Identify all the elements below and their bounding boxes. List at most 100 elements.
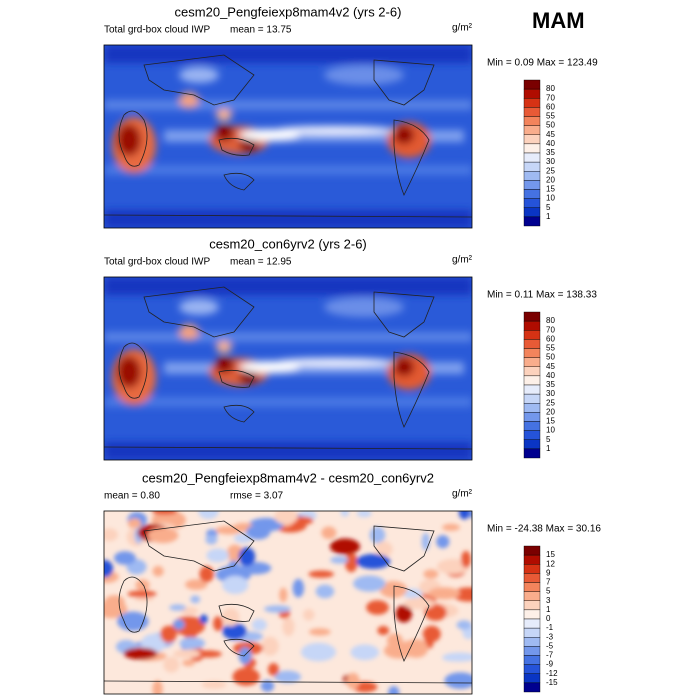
field (104, 45, 472, 228)
blob (428, 587, 461, 600)
colorbar-box (523, 171, 541, 181)
stat-mean: mean = 12.95 (230, 257, 292, 268)
colorbar-box (523, 627, 541, 638)
coastline (218, 137, 255, 156)
blob (260, 679, 275, 692)
blob (267, 662, 279, 676)
blob (279, 587, 288, 603)
min-max: Min = 0.09 Max = 123.49 (487, 58, 598, 69)
blob (135, 579, 150, 591)
blob (239, 138, 259, 152)
colorbar-label: 30 (546, 389, 555, 398)
colorbar-label: 70 (546, 93, 555, 102)
blob (179, 299, 219, 315)
colorbar-box (523, 682, 541, 693)
blob (356, 511, 372, 518)
coastline (118, 342, 148, 399)
colorbar-label: 35 (546, 148, 555, 157)
coastline (218, 603, 255, 622)
colorbar-box (523, 412, 541, 422)
blob (424, 604, 447, 621)
colorbar-label: 20 (546, 407, 555, 416)
colorbar-box (523, 655, 541, 665)
colorbar-label: 70 (546, 325, 555, 334)
colorbar-label: -12 (546, 669, 558, 678)
colorbar-box (523, 198, 541, 208)
colorbar-box (523, 375, 541, 386)
coastline (373, 525, 435, 572)
blob (350, 644, 380, 661)
field (104, 511, 472, 694)
blob (199, 566, 214, 583)
blob (179, 637, 206, 649)
blob (104, 595, 125, 609)
blob (104, 559, 114, 578)
colorbar-label: 1 (546, 605, 551, 614)
min-max: Min = 0.11 Max = 138.33 (487, 290, 597, 301)
colorbar-label: 15 (546, 185, 555, 194)
coastline (143, 520, 255, 572)
colorbar-box (523, 448, 541, 459)
colorbar-box (523, 320, 541, 331)
blob (436, 558, 470, 575)
colorbar-box (523, 403, 541, 413)
colorbar-label: 10 (546, 426, 555, 435)
blob (246, 524, 271, 540)
band (104, 332, 472, 342)
blob (182, 659, 195, 667)
band (104, 100, 472, 110)
coastline (218, 369, 255, 388)
blob (123, 647, 158, 660)
colorbar-label: -9 (546, 660, 554, 669)
colorbar-box (523, 421, 541, 431)
units: g/m² (452, 23, 473, 34)
band (104, 442, 472, 460)
map-frame (103, 44, 473, 229)
band (104, 397, 472, 407)
colorbar-label: 7 (546, 578, 551, 587)
map-frame (103, 510, 473, 695)
colorbar-box (523, 116, 541, 126)
blob (221, 608, 240, 627)
stat-rmse: rmse = 3.07 (230, 491, 284, 502)
blob (234, 533, 253, 543)
band (104, 277, 472, 295)
colorbar-label: 55 (546, 112, 555, 121)
blob (215, 525, 243, 535)
blob (315, 584, 335, 599)
field (104, 277, 472, 460)
coastline (393, 119, 430, 196)
colorbar-label: 80 (546, 84, 555, 93)
map-frame (103, 276, 473, 461)
blob (206, 548, 229, 563)
colorbar-label: -5 (546, 641, 554, 650)
colorbar-box (523, 673, 541, 684)
colorbar-box (523, 330, 541, 340)
colorbar-box (523, 637, 541, 647)
colorbar-box (523, 618, 541, 629)
panel-title: cesm20_con6yrv2 (yrs 2-6) (209, 236, 367, 251)
blob (147, 527, 179, 544)
blob (163, 656, 180, 673)
blob (388, 686, 400, 694)
blob (340, 511, 350, 517)
stat-mean: mean = 0.80 (104, 491, 160, 502)
blob (263, 605, 291, 613)
blob (321, 526, 337, 540)
blob (179, 92, 199, 108)
colorbar-box (523, 348, 541, 358)
blob (346, 672, 360, 690)
colorbar-box (523, 180, 541, 190)
blob (214, 357, 234, 373)
blob (356, 553, 391, 569)
blob (104, 528, 118, 542)
units: g/m² (452, 255, 473, 266)
panel-title: cesm20_Pengfeiexp8mam4v2 (yrs 2-6) (175, 4, 402, 19)
colorbar-label: 45 (546, 362, 555, 371)
blob (442, 523, 461, 531)
colorbar-label: 40 (546, 371, 555, 380)
colorbar-box (523, 339, 541, 349)
blob (251, 618, 267, 632)
blob (173, 649, 201, 659)
blob (179, 324, 199, 340)
